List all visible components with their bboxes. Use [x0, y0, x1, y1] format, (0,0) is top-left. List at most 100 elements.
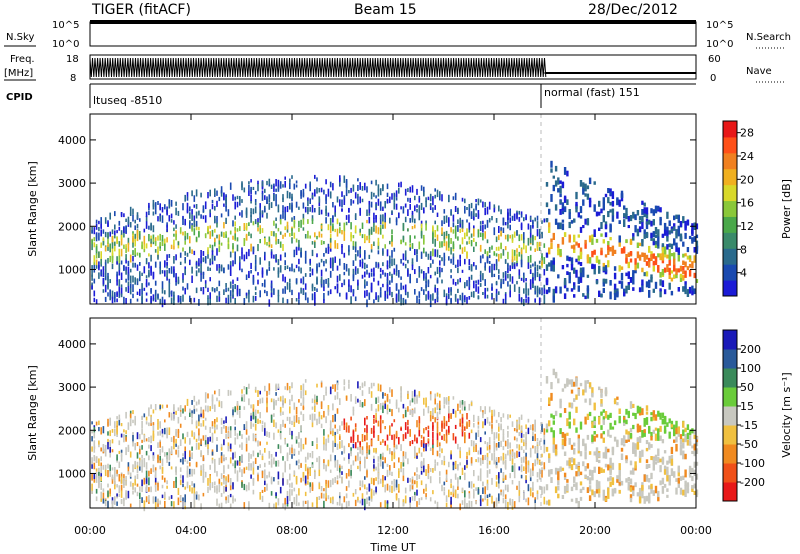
velocity-x-ticks [89, 318, 697, 508]
colorbar-block [723, 463, 737, 483]
power-colorbar: 4 8 12 16 20 24 28 Power [dB] [722, 120, 793, 297]
y-tick-label: 4000 [58, 134, 86, 147]
freq-row: Freq. [MHz] 18 8 60 0 Nave [4, 54, 784, 84]
x-tick-label: 12:00 [377, 524, 409, 537]
velocity-scatter [91, 368, 699, 512]
colorbar-block [723, 349, 737, 369]
x-tick-label: 00:00 [74, 524, 106, 537]
colorbar-block [723, 136, 737, 154]
x-tick-labels: 00:00 04:00 08:00 12:00 16:00 20:00 00:00 [74, 524, 712, 537]
velocity-colorbar: 200 100 50 15 -15 -50 -100 -200 Velocity [m s⁻¹… [722, 329, 793, 502]
colorbar-tick-label: -200 [740, 476, 765, 489]
nave-tick-bottom: 0 [710, 73, 716, 84]
colorbar-tick-label: 200 [740, 343, 761, 356]
y-tick-label: 3000 [58, 381, 86, 394]
colorbar-tick-label: 8 [740, 243, 747, 256]
colorbar-block [723, 232, 737, 249]
x-tick-label: 20:00 [579, 524, 611, 537]
power-colorbar-blocks [723, 121, 737, 297]
colorbar-block [723, 444, 737, 464]
freq-box [89, 54, 697, 80]
power-x-ticks [89, 114, 697, 304]
colorbar-tick-label: 28 [740, 127, 754, 140]
power-ylabel: Slant Range [km] [26, 161, 39, 257]
power-colorbar-label: Power [dB] [780, 179, 793, 239]
velocity-panel: 1000 2000 3000 4000 Slant Range [km] [26, 317, 699, 512]
colorbar-tick-label: 15 [740, 400, 754, 413]
y-tick-label: 1000 [58, 263, 86, 276]
colorbar-block [723, 121, 737, 138]
colorbar-block [723, 280, 737, 297]
colorbar-tick-label: 4 [740, 267, 747, 280]
colorbar-block [723, 368, 737, 388]
colorbar-tick-label: -50 [740, 438, 758, 451]
power-frame [89, 113, 697, 305]
freq-tick-bottom: 8 [70, 73, 76, 84]
cpid-label: CPID [6, 92, 33, 103]
x-tick-label: 16:00 [478, 524, 510, 537]
date-title: 28/Dec/2012 [588, 2, 678, 18]
colorbar-block [723, 425, 737, 445]
velocity-colorbar-frame [722, 329, 738, 502]
freq-oscillation [89, 57, 547, 78]
nave-label: Nave [746, 66, 772, 77]
power-colorbar-frame [722, 120, 738, 297]
beam-title: Beam 15 [354, 2, 417, 18]
colorbar-tick-label: -100 [740, 457, 765, 470]
cpid-segment-1: ltuseq -8510 [93, 94, 162, 107]
freq-trace [89, 57, 696, 78]
colorbar-block [723, 387, 737, 407]
y-tick-label: 1000 [58, 467, 86, 480]
colorbar-tick-label: 50 [740, 381, 754, 394]
x-tick-label: 00:00 [680, 524, 712, 537]
site-title: TIGER (fitACF) [91, 2, 191, 18]
colorbar-block [723, 184, 737, 202]
y-tick-label: 2000 [58, 424, 86, 437]
nsearch-tick-top: 10^5 [706, 20, 733, 31]
nsky-label: N.Sky [6, 32, 34, 43]
nsky-box [89, 21, 697, 47]
colorbar-tick-label: 16 [740, 197, 754, 210]
colorbar-block [723, 168, 737, 186]
power-colorbar-ticks: 4 8 12 16 20 24 28 [737, 127, 754, 280]
freq-label-1: Freq. [10, 54, 35, 65]
freq-label-2: [MHz] [4, 68, 33, 79]
nsky-row: N.Sky 10^5 10^0 10^5 10^0 N.Search [4, 20, 791, 50]
nave-tick-top: 60 [708, 54, 721, 65]
velocity-y-ticks: 1000 2000 3000 4000 [58, 338, 696, 480]
x-tick-label: 04:00 [175, 524, 207, 537]
velocity-colorbar-blocks [723, 330, 737, 502]
x-tick-label: 08:00 [276, 524, 308, 537]
cpid-row: CPID ltuseq -8510 normal (fast) 151 [6, 83, 696, 108]
colorbar-block [723, 264, 737, 281]
colorbar-block [723, 482, 737, 502]
colorbar-tick-label: 12 [740, 220, 754, 233]
x-axis-label: Time UT [369, 541, 415, 554]
colorbar-tick-label: 24 [740, 150, 754, 163]
power-scatter [91, 160, 699, 308]
nsky-tick-top: 10^5 [52, 20, 79, 31]
velocity-colorbar-label: Velocity [m s⁻¹] [780, 372, 793, 457]
y-tick-label: 3000 [58, 177, 86, 190]
nsky-trace [90, 20, 696, 24]
nsearch-tick-bottom: 10^0 [706, 39, 733, 50]
power-panel: 1000 2000 3000 4000 Slant Range [km] [26, 113, 699, 308]
colorbar-tick-label: -15 [740, 419, 758, 432]
colorbar-block [723, 152, 737, 170]
y-tick-label: 4000 [58, 338, 86, 351]
colorbar-tick-label: 100 [740, 362, 761, 375]
cpid-segment-2: normal (fast) 151 [544, 86, 640, 99]
colorbar-block [723, 216, 737, 233]
velocity-ylabel: Slant Range [km] [26, 365, 39, 461]
colorbar-block [723, 200, 737, 217]
colorbar-block [723, 406, 737, 426]
colorbar-block [723, 330, 737, 350]
colorbar-tick-label: 20 [740, 173, 754, 186]
freq-tick-top: 18 [66, 54, 79, 65]
nsearch-label: N.Search [746, 32, 791, 43]
velocity-colorbar-ticks: 200 100 50 15 -15 -50 -100 -200 [737, 343, 765, 489]
colorbar-block [723, 248, 737, 265]
nsky-tick-bottom: 10^0 [52, 39, 79, 50]
y-tick-label: 2000 [58, 220, 86, 233]
